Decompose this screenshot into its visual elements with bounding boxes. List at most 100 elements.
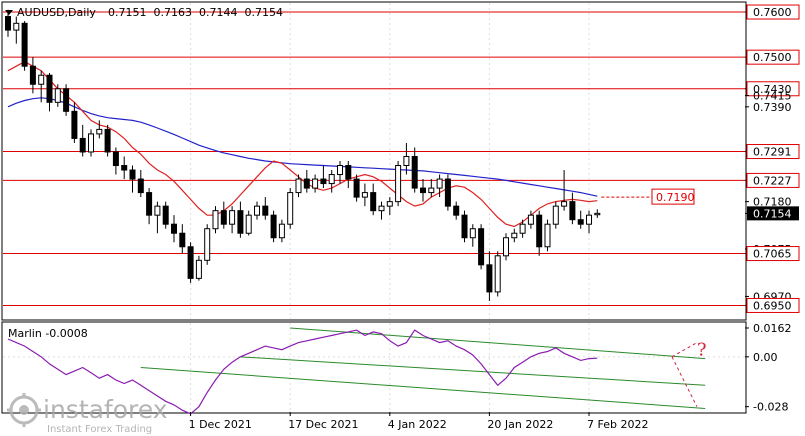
candle	[237, 201, 244, 238]
candle	[461, 210, 468, 243]
candle-body	[561, 201, 568, 207]
candle	[63, 84, 70, 116]
candle-body	[320, 178, 327, 185]
candle	[345, 161, 352, 189]
price-tick-label: 0.7065	[753, 248, 792, 261]
candle	[586, 210, 592, 234]
candle	[112, 147, 119, 175]
candle	[13, 16, 20, 44]
candle	[229, 206, 236, 234]
candle	[104, 124, 111, 157]
candle-body	[187, 246, 194, 279]
candle	[129, 165, 136, 193]
candle-body	[361, 192, 368, 198]
candle	[411, 147, 418, 193]
candle	[270, 210, 277, 243]
indicator-tick-label: -0.028	[753, 401, 788, 414]
channel-line	[140, 367, 706, 409]
time-tick-label: 17 Dec 2021	[288, 418, 358, 431]
candle-body	[5, 16, 11, 31]
price-tick-label: 0.7500	[753, 51, 792, 64]
annotation-box	[651, 188, 695, 205]
candle	[494, 251, 501, 297]
price-label-box	[746, 81, 800, 97]
candle-body	[519, 223, 526, 234]
candle-body	[129, 169, 136, 180]
candle-body	[494, 255, 501, 293]
annotation-value: 0.7190	[656, 191, 695, 204]
price-tick-label: 0.6950	[753, 299, 792, 312]
candle	[146, 188, 153, 225]
instaforex-logo-icon	[7, 393, 41, 427]
candle	[295, 174, 302, 198]
candle	[353, 174, 360, 202]
candle	[478, 224, 485, 270]
candle	[328, 170, 335, 193]
channel-line	[240, 356, 706, 386]
watermark-tagline: Instant Forex Trading	[47, 424, 152, 435]
chart-menu-triangle-icon[interactable]	[5, 10, 13, 15]
price-tick-label: 0.7227	[753, 174, 792, 187]
candle	[527, 210, 534, 229]
main-pane-frame	[1, 1, 747, 321]
candle	[453, 201, 460, 220]
candle-body	[403, 155, 410, 167]
candle	[552, 201, 559, 229]
candle	[220, 201, 227, 229]
candle-body	[154, 205, 161, 216]
channel-line	[290, 327, 706, 360]
candle	[195, 255, 202, 281]
candle	[594, 209, 601, 218]
watermark: instaforex Instant Forex Trading	[7, 393, 168, 435]
candle	[436, 174, 443, 198]
candle	[428, 179, 435, 198]
current-price-box	[747, 206, 799, 221]
candle-body	[146, 192, 153, 216]
candle	[386, 197, 393, 216]
candle-body	[436, 178, 443, 189]
candle-body	[88, 133, 94, 153]
candle	[395, 161, 402, 207]
candle-body	[569, 201, 576, 221]
candle-body	[38, 74, 45, 85]
price-label-box	[746, 49, 800, 65]
price-label-box	[746, 172, 800, 188]
projection-line	[671, 342, 698, 358]
price-tick-label: 0.7600	[753, 6, 792, 19]
candle	[262, 197, 269, 220]
indicator-tick-label: 0.0162	[753, 322, 792, 335]
candle	[212, 206, 219, 234]
candle	[29, 57, 36, 94]
candle	[569, 192, 576, 225]
candle-body	[303, 178, 310, 189]
candle	[162, 201, 169, 229]
candle	[38, 70, 45, 103]
price-level-lines	[3, 11, 745, 306]
current-price-label: 0.7154	[753, 207, 792, 220]
candle	[71, 102, 78, 143]
candle	[154, 201, 161, 234]
moving-averages	[7, 61, 598, 228]
candle-body	[444, 178, 451, 207]
candle-body	[552, 205, 559, 225]
candle-body	[204, 228, 211, 261]
candle-body	[29, 65, 36, 85]
candle	[444, 174, 451, 211]
candle-body	[13, 22, 20, 31]
price-label-box	[746, 144, 800, 160]
candle	[378, 201, 385, 220]
candle-body	[162, 205, 169, 225]
candle-body	[46, 74, 53, 103]
candle-body	[121, 165, 128, 171]
candle-body	[112, 151, 119, 167]
price-tick-label: 0.7390	[753, 101, 792, 114]
price-tick-label: 0.7180	[753, 196, 792, 209]
candle	[420, 179, 426, 202]
candle	[79, 124, 86, 157]
time-tick-label: 7 Feb 2022	[587, 418, 648, 431]
candle-body	[96, 128, 103, 135]
candle-body	[469, 228, 476, 239]
candle-body	[461, 214, 468, 239]
